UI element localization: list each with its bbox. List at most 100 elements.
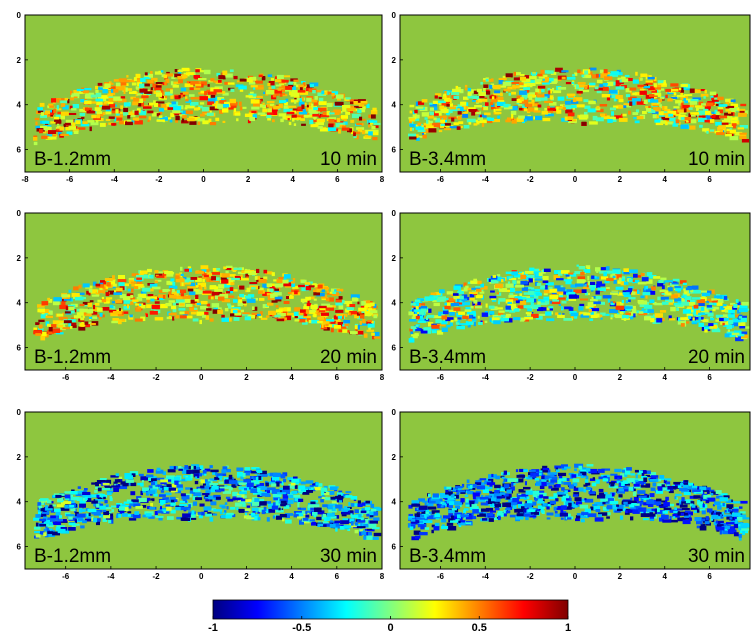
heatmap-cell: [711, 115, 721, 120]
heatmap-cell: [280, 500, 287, 504]
heatmap-cell: [481, 106, 484, 111]
heatmap-cell: [623, 103, 630, 106]
heatmap-cell: [532, 288, 540, 292]
heatmap-cell: [531, 73, 536, 77]
heatmap-cell: [195, 294, 199, 299]
heatmap-cell: [472, 99, 477, 102]
heatmap-cell: [327, 505, 333, 510]
heatmap-cell: [167, 107, 175, 110]
heatmap-cell: [68, 502, 77, 507]
heatmap-cell: [108, 290, 115, 295]
heatmap-cell: [60, 133, 69, 136]
heatmap-cell: [335, 94, 344, 99]
heatmap-cell: [205, 494, 209, 498]
heatmap-cell: [43, 528, 49, 532]
heatmap-cell: [222, 108, 229, 113]
heatmap-cell: [171, 101, 177, 106]
heatmap-cell: [256, 268, 260, 273]
heatmap-cell: [731, 332, 740, 336]
heatmap-cell: [126, 293, 134, 297]
heatmap-cell: [329, 515, 337, 519]
heatmap-cell: [613, 279, 617, 284]
heatmap-cell: [195, 83, 202, 87]
heatmap-cell: [426, 120, 429, 124]
heatmap-cell: [423, 327, 432, 331]
heatmap-cell: [700, 93, 709, 97]
heatmap-cell: [491, 78, 494, 82]
heatmap-cell: [59, 497, 64, 502]
heatmap-cell: [511, 120, 517, 124]
heatmap-cell: [535, 96, 542, 102]
heatmap-cell: [413, 134, 419, 138]
heatmap-cell: [132, 503, 141, 507]
heatmap-cell: [44, 519, 50, 524]
heatmap-cell: [357, 503, 363, 507]
heatmap-cell: [628, 312, 637, 316]
heatmap-cell: [37, 304, 45, 308]
heatmap-cell: [690, 112, 700, 115]
y-tick-label: 2: [17, 56, 22, 65]
heatmap-cell: [177, 69, 183, 72]
heatmap-cell: [342, 125, 347, 128]
heatmap-cell: [256, 276, 261, 280]
heatmap-cell: [660, 296, 669, 300]
heatmap-cell: [485, 91, 491, 95]
heatmap-cell: [318, 115, 321, 118]
heatmap-cell: [639, 90, 647, 95]
heatmap-cell: [433, 122, 441, 128]
heatmap-cell: [106, 297, 113, 300]
heatmap-cell: [668, 315, 672, 320]
heatmap-cell: [459, 323, 469, 326]
heatmap-cell: [305, 309, 310, 314]
heatmap-cell: [133, 97, 140, 102]
heatmap-cell: [267, 83, 271, 87]
heatmap-cell: [164, 91, 173, 96]
heatmap-cell: [674, 298, 682, 302]
heatmap-cell: [76, 513, 86, 518]
heatmap-cell: [412, 335, 418, 339]
heatmap-cell: [136, 276, 142, 280]
heatmap-cell: [89, 300, 94, 303]
heatmap-cell: [551, 293, 556, 296]
heatmap-cell: [638, 313, 648, 316]
heatmap-cell: [566, 77, 576, 80]
heatmap-cell: [600, 113, 605, 117]
heatmap-cell: [623, 104, 631, 108]
heatmap-cell: [656, 100, 661, 104]
heatmap-cell: [670, 97, 678, 100]
heatmap-cell: [705, 102, 714, 107]
heatmap-cell: [79, 308, 89, 313]
heatmap-cell: [203, 69, 211, 75]
y-tick-label: 6: [17, 543, 22, 552]
heatmap-cell: [412, 305, 415, 309]
heatmap-cell: [35, 534, 41, 538]
heatmap-cell: [135, 279, 142, 283]
heatmap-cell: [496, 101, 506, 107]
heatmap-cell: [416, 516, 423, 521]
heatmap-cell: [365, 535, 373, 540]
heatmap-cell: [305, 286, 311, 291]
heatmap-cell: [689, 101, 697, 105]
heatmap-cell: [353, 132, 356, 137]
heatmap-cell: [75, 120, 81, 124]
heatmap-cell: [490, 98, 498, 103]
heatmap-cell: [530, 287, 535, 290]
heatmap-cell: [660, 310, 667, 313]
heatmap-cell: [541, 82, 550, 85]
heatmap-cell: [726, 325, 732, 330]
heatmap-cell: [205, 487, 213, 490]
heatmap-cell: [163, 275, 167, 279]
heatmap-cell: [212, 101, 218, 105]
heatmap-cell: [169, 465, 178, 470]
heatmap-cell: [139, 88, 148, 93]
heatmap-cell: [43, 516, 48, 521]
heatmap-cell: [197, 300, 200, 305]
heatmap-cell: [493, 85, 501, 89]
heatmap-cell: [634, 92, 644, 96]
heatmap-cell: [165, 78, 170, 84]
heatmap-cell: [733, 305, 742, 308]
heatmap-cell: [306, 96, 314, 100]
heatmap-cell: [332, 525, 340, 528]
heatmap-cell: [117, 279, 127, 283]
heatmap-cell: [411, 334, 419, 337]
